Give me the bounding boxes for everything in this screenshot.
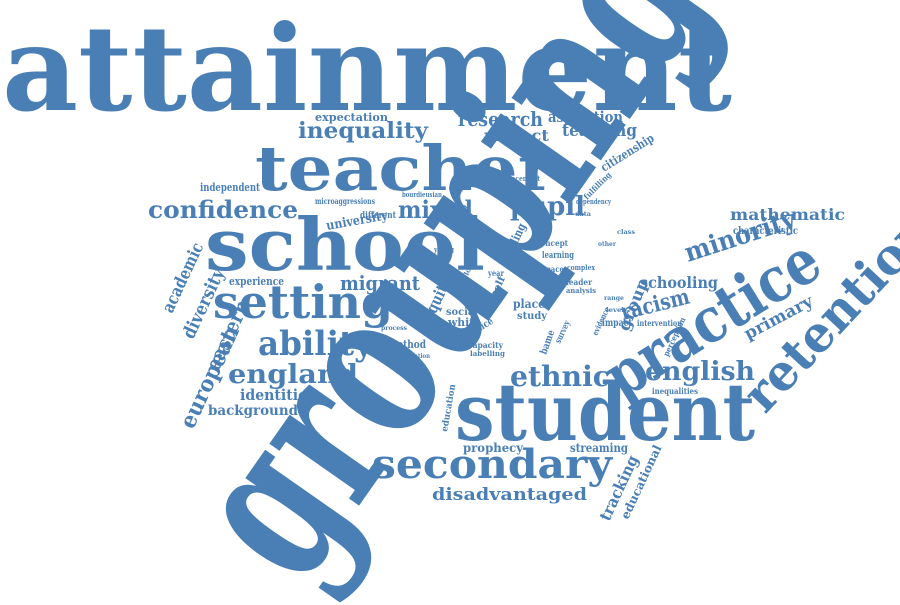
word-factor: factor — [425, 256, 447, 265]
word-level: level — [606, 307, 625, 314]
word-range: range — [604, 295, 624, 302]
word-survey: survey — [554, 319, 573, 345]
word-space: space — [542, 264, 564, 274]
word-inequality: inequality — [298, 118, 429, 144]
word-bourdieusian: bourdieusian — [402, 190, 442, 199]
word-mathematic: mathematic — [730, 205, 845, 224]
word-different: different — [360, 211, 397, 221]
word-study: study — [517, 311, 548, 322]
word-dependency: dependency — [576, 197, 612, 206]
word-impact: impact — [602, 318, 632, 329]
word-confidence: confidence — [148, 195, 298, 224]
word-complex: complex — [567, 263, 596, 272]
word-leader: leader — [566, 277, 593, 287]
word-ability: ability — [258, 324, 374, 364]
word-schooling: schooling — [640, 273, 718, 292]
word-mixed: mixed — [398, 195, 473, 224]
word-identities: identities — [240, 386, 315, 404]
word-teacher: teacher — [255, 132, 557, 205]
word-experience: experience — [229, 275, 284, 288]
word-attainment: attainment — [2, 0, 732, 138]
word-expectation: expectation — [315, 111, 388, 124]
word-streaming: streaming — [570, 441, 629, 455]
word-school: school — [205, 202, 485, 287]
word-disadvantaged: disadvantaged — [432, 485, 587, 505]
word-concept: concept — [536, 238, 568, 248]
word-secondary: secondary — [372, 441, 614, 488]
word-stage: stage — [462, 325, 483, 334]
word-analysis: analysis — [566, 286, 596, 295]
word-equity: social — [446, 307, 478, 318]
word-setting: setting — [213, 275, 393, 329]
word-young: young — [433, 245, 454, 254]
word-data: data — [575, 211, 591, 218]
word-labelling: labelling — [470, 349, 505, 358]
word-research: research — [458, 107, 543, 131]
word-capacity: capacity — [468, 340, 503, 350]
word-inequalities: inequalities — [652, 386, 698, 396]
word-class: class — [617, 229, 636, 236]
word-pupil: pupil — [510, 192, 585, 222]
word-learning: learning — [542, 251, 575, 261]
word-english: english — [645, 357, 755, 387]
word-characteristic: characteristic — [733, 226, 798, 237]
word-policy: policy — [396, 367, 419, 374]
word-place: place — [513, 297, 545, 311]
word-method: method — [388, 338, 426, 351]
word-project: project — [484, 126, 550, 145]
word-england: england — [228, 360, 358, 390]
word-teaching: teaching — [562, 121, 637, 141]
word-background: background — [208, 403, 298, 419]
word-culture: culture — [385, 307, 409, 314]
word-microaggressions: microaggressions — [315, 196, 375, 206]
word-intervention: intervention — [637, 318, 682, 328]
word-prophecy: prophecy — [463, 441, 524, 455]
word-year: year — [487, 268, 504, 278]
word-white: white — [447, 316, 481, 329]
word-migrant: migrant — [340, 271, 421, 295]
word-more: more — [444, 276, 462, 286]
word-allocation: allocation — [400, 353, 431, 360]
word-independent: independent — [200, 181, 261, 194]
word-process: process — [381, 325, 408, 332]
word-student: student — [455, 365, 755, 459]
word-placement: placement — [505, 174, 541, 183]
word-aspiration: aspiration — [548, 108, 623, 126]
word-other: other — [598, 241, 617, 248]
word-ethnic: ethnic — [510, 360, 610, 393]
